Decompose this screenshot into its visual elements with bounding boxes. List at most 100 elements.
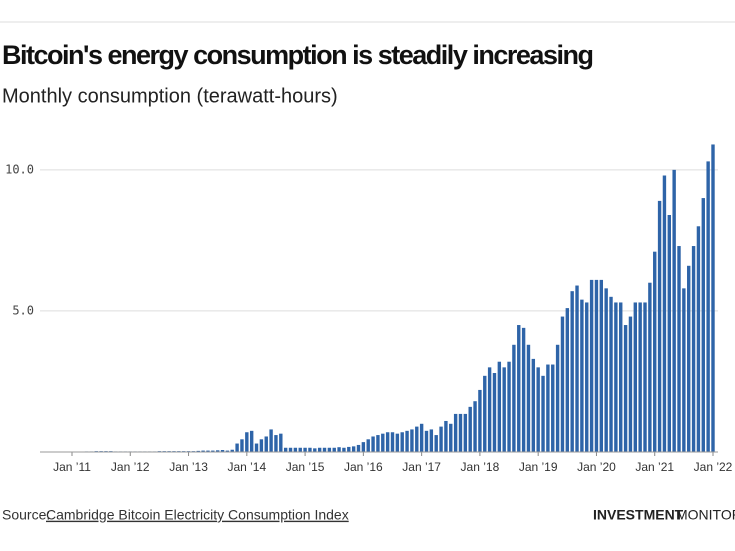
- x-tick-label: Jan ’16: [344, 460, 383, 474]
- bar: [619, 302, 623, 452]
- x-tick-label: Jan ’18: [461, 460, 500, 474]
- bar: [687, 265, 691, 452]
- bar: [439, 426, 443, 452]
- source-link[interactable]: Cambridge Bitcoin Electricity Consumptio…: [46, 507, 349, 523]
- x-tick-label: Jan ’14: [227, 460, 266, 474]
- bar: [706, 161, 710, 452]
- bar: [288, 447, 293, 452]
- bar: [555, 344, 560, 452]
- bar: [453, 413, 458, 452]
- bar: [283, 447, 288, 452]
- bar: [623, 325, 628, 452]
- bar: [313, 448, 317, 452]
- bar: [444, 420, 448, 452]
- bar: [507, 361, 511, 452]
- bar: [211, 450, 215, 452]
- bar: [395, 433, 400, 452]
- bar: [604, 288, 608, 452]
- bar: [410, 429, 414, 452]
- y-tick-label: 5.0: [12, 303, 34, 317]
- bar: [308, 447, 312, 452]
- bar: [429, 429, 434, 452]
- bar: [405, 430, 409, 452]
- x-tick-label: Jan ’12: [111, 460, 150, 474]
- bar: [497, 361, 502, 452]
- brand-light: MONITOR: [676, 507, 735, 523]
- bar: [361, 442, 366, 452]
- bar: [677, 246, 681, 452]
- x-tick-label: Jan ’17: [402, 460, 441, 474]
- bar: [599, 279, 604, 452]
- bar: [206, 450, 210, 452]
- bar: [701, 198, 705, 452]
- bar: [225, 450, 230, 452]
- bar: [551, 364, 555, 452]
- bar: [653, 251, 657, 452]
- bar: [449, 423, 453, 452]
- x-tick-label: Jan ’15: [286, 460, 325, 474]
- x-tick-label: Jan ’13: [169, 460, 208, 474]
- x-tick-label: Jan ’21: [635, 460, 674, 474]
- bar: [415, 426, 419, 452]
- bar: [327, 447, 332, 452]
- bar: [546, 364, 550, 452]
- source-prefix: Source:: [2, 507, 50, 523]
- bar: [589, 279, 594, 452]
- bar: [230, 449, 234, 452]
- bar: [390, 432, 395, 452]
- bar: [332, 447, 336, 452]
- bar: [633, 302, 638, 452]
- bar: [351, 446, 356, 452]
- bar: [560, 316, 565, 452]
- bar: [376, 435, 380, 452]
- bar: [434, 435, 438, 452]
- bar: [201, 450, 205, 452]
- x-tick-label: Jan ’20: [577, 460, 616, 474]
- bar: [303, 447, 307, 452]
- x-tick-label: Jan ’19: [519, 460, 558, 474]
- bar: [531, 358, 536, 452]
- bar: [691, 246, 696, 452]
- bar: [696, 226, 701, 452]
- bar: [614, 302, 618, 452]
- bar: [682, 288, 686, 452]
- bar: [317, 447, 322, 452]
- bar: [419, 423, 424, 452]
- bar: [356, 444, 361, 452]
- bar: [220, 450, 225, 452]
- bar: [240, 439, 244, 452]
- bar: [672, 169, 676, 452]
- bar: [463, 413, 468, 452]
- y-tick-label: 10.0: [5, 162, 34, 176]
- bar: [502, 367, 506, 452]
- bar: [215, 450, 220, 452]
- bar: [473, 401, 477, 452]
- bar: [575, 285, 579, 452]
- bar: [259, 439, 264, 452]
- bar: [526, 344, 531, 452]
- bar: [381, 433, 385, 452]
- bar: [196, 450, 200, 452]
- bar: [385, 432, 390, 452]
- bar: [517, 325, 521, 452]
- bar: [468, 406, 472, 452]
- bar: [458, 413, 463, 452]
- bar: [249, 430, 254, 452]
- bar: [512, 344, 516, 452]
- bar: [483, 375, 487, 452]
- bar: [254, 443, 259, 452]
- bar: [609, 296, 613, 452]
- bar: [492, 373, 497, 452]
- bar: [643, 302, 647, 452]
- bar: [279, 433, 283, 452]
- bar: [274, 435, 278, 452]
- bar: [342, 447, 346, 452]
- bar: [487, 367, 492, 452]
- bar: [337, 447, 341, 452]
- bar: [298, 447, 302, 452]
- bar: [269, 429, 273, 452]
- bar: [570, 291, 574, 452]
- brand-bold: INVESTMENT: [593, 507, 684, 523]
- bar: [366, 439, 370, 452]
